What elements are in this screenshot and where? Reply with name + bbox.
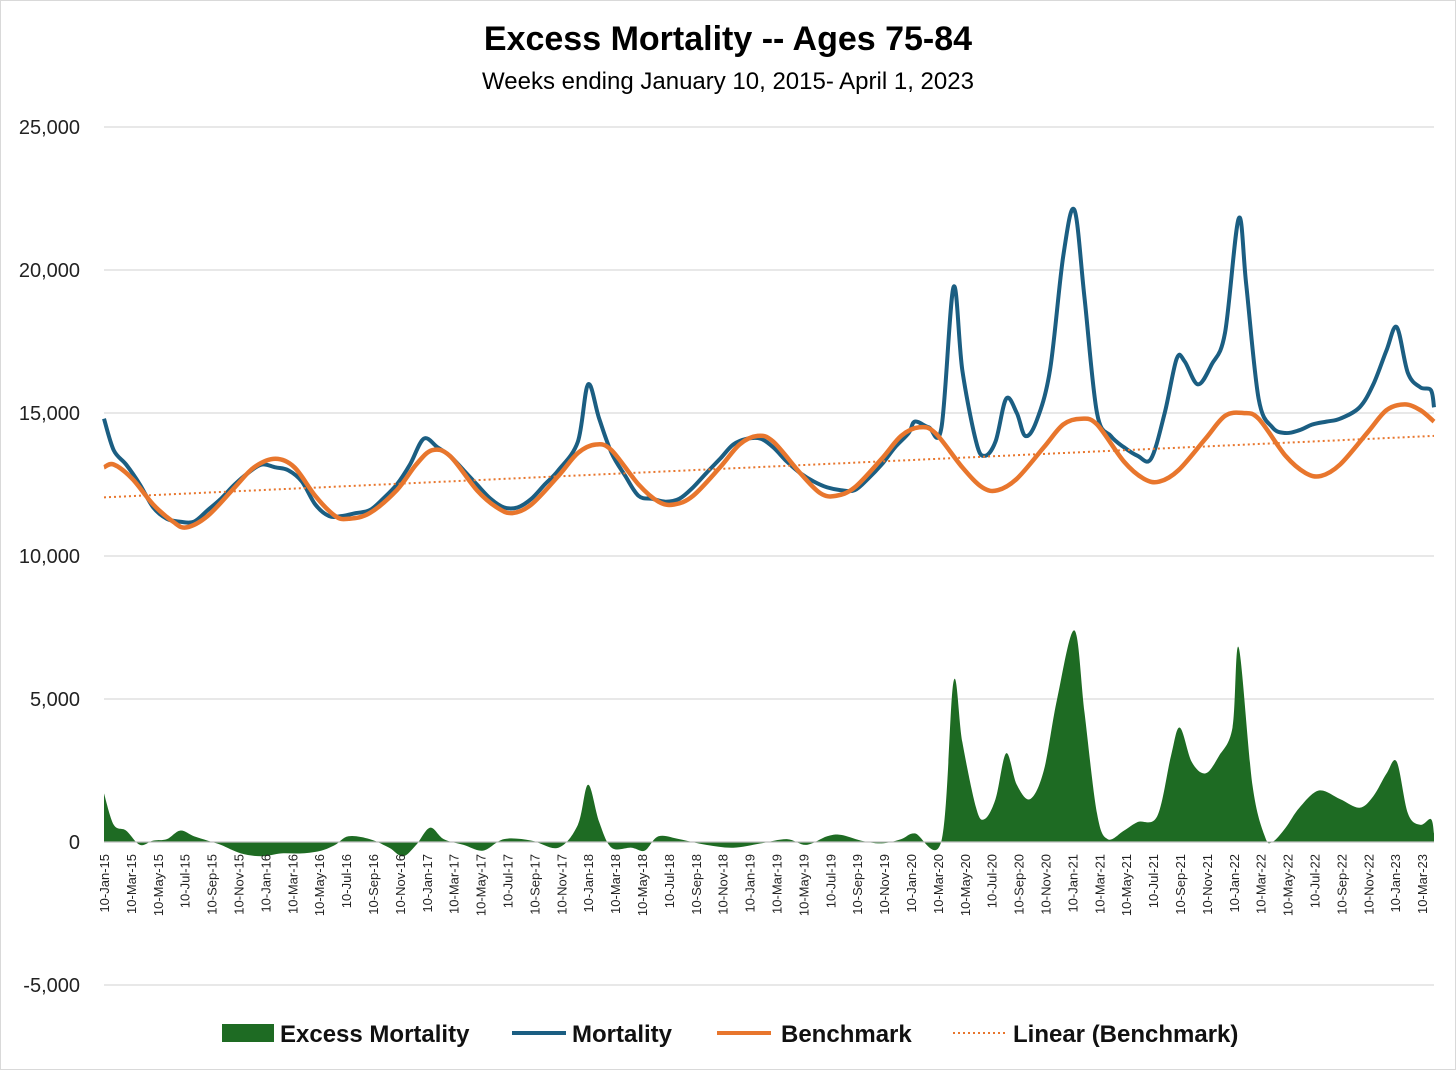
x-tick-label: 10-Nov-21 bbox=[1200, 854, 1215, 915]
x-tick-label: 10-Jan-19 bbox=[743, 854, 758, 913]
y-tick-label: 15,000 bbox=[19, 403, 80, 425]
x-tick-label: 10-May-15 bbox=[151, 854, 166, 916]
x-tick-label: 10-Nov-20 bbox=[1039, 854, 1054, 915]
x-tick-label: 10-Nov-17 bbox=[554, 854, 569, 915]
excess-mortality-area bbox=[104, 630, 1434, 857]
x-tick-label: 10-Mar-19 bbox=[770, 854, 785, 914]
x-tick-label: 10-Jan-23 bbox=[1388, 854, 1403, 913]
x-tick-label: 10-Sep-21 bbox=[1173, 854, 1188, 915]
x-tick-label: 10-Sep-15 bbox=[205, 854, 220, 915]
legend-label: Excess Mortality bbox=[280, 1021, 470, 1048]
series-lines bbox=[102, 206, 1436, 530]
chart-subtitle: Weeks ending January 10, 2015- April 1, … bbox=[482, 68, 974, 95]
x-tick-label: 10-Nov-18 bbox=[716, 854, 731, 915]
x-tick-label: 10-Mar-17 bbox=[447, 854, 462, 914]
x-tick-label: 10-Mar-22 bbox=[1254, 854, 1269, 914]
x-tick-label: 10-May-17 bbox=[474, 854, 489, 916]
legend-label: Mortality bbox=[572, 1021, 673, 1048]
legend: Excess Mortality Mortality Benchmark Linear… bbox=[222, 1021, 1238, 1048]
x-tick-label: 10-May-21 bbox=[1119, 854, 1134, 916]
x-tick-label: 10-Mar-21 bbox=[1092, 854, 1107, 914]
x-tick-label: 10-May-19 bbox=[796, 854, 811, 916]
x-tick-label: 10-Jul-19 bbox=[823, 854, 838, 908]
legend-swatch-excess-mortality bbox=[222, 1024, 274, 1042]
y-axis: 25,000 20,000 15,000 10,000 5,000 0 -5,000 bbox=[19, 117, 80, 997]
x-tick-label: 10-Nov-16 bbox=[393, 854, 408, 915]
series-line-benchmark bbox=[103, 402, 1436, 530]
x-tick-label: 10-Jan-18 bbox=[581, 854, 596, 913]
x-tick-label: 10-Sep-22 bbox=[1334, 854, 1349, 915]
gridlines bbox=[104, 126, 1434, 986]
series-line-linear-benchmark bbox=[103, 434, 1435, 499]
x-tick-label: 10-May-18 bbox=[635, 854, 650, 916]
x-tick-label: 10-Mar-16 bbox=[285, 854, 300, 914]
y-tick-label: 10,000 bbox=[19, 546, 80, 568]
x-tick-label: 10-Mar-15 bbox=[124, 854, 139, 914]
x-tick-label: 10-Jul-16 bbox=[339, 854, 354, 908]
x-tick-label: 10-Jan-20 bbox=[904, 854, 919, 913]
x-axis: 10-Jan-15 10-Mar-15 10-May-15 10-Jul-15 10-S… bbox=[97, 841, 1434, 916]
x-tick-label: 10-Nov-22 bbox=[1361, 854, 1376, 915]
x-tick-label: 10-Sep-20 bbox=[1012, 854, 1027, 915]
x-tick-label: 10-Jan-21 bbox=[1065, 854, 1080, 913]
x-tick-label: 10-May-22 bbox=[1281, 854, 1296, 916]
series-area-excess-mortality bbox=[104, 630, 1434, 857]
x-tick-label: 10-May-16 bbox=[312, 854, 327, 916]
x-tick-label: 10-Sep-18 bbox=[689, 854, 704, 915]
x-tick-label: 10-Mar-20 bbox=[931, 854, 946, 914]
x-tick-label: 10-Mar-23 bbox=[1415, 854, 1430, 914]
x-tick-label: 10-Jan-16 bbox=[258, 854, 273, 913]
x-tick-label: 10-Jul-17 bbox=[501, 854, 516, 908]
y-tick-label: -5,000 bbox=[23, 975, 80, 997]
x-tick-label: 10-Jan-15 bbox=[97, 854, 112, 913]
x-tick-label: 10-Jul-21 bbox=[1146, 854, 1161, 908]
x-tick-label: 10-Nov-19 bbox=[877, 854, 892, 915]
x-tick-label: 10-Nov-15 bbox=[232, 854, 247, 915]
x-tick-label: 10-Mar-18 bbox=[608, 854, 623, 914]
x-tick-label: 10-Jul-20 bbox=[985, 854, 1000, 908]
chart-title: Excess Mortality -- Ages 75-84 bbox=[483, 20, 973, 58]
x-tick-label: 10-Jan-17 bbox=[420, 854, 435, 913]
x-tick-label: 10-Jul-22 bbox=[1308, 854, 1323, 908]
y-tick-label: 5,000 bbox=[30, 689, 80, 711]
y-tick-label: 0 bbox=[69, 832, 80, 854]
x-tick-label: 10-May-20 bbox=[958, 854, 973, 916]
x-tick-label: 10-Jul-15 bbox=[178, 854, 193, 908]
x-tick-label: 10-Sep-19 bbox=[850, 854, 865, 915]
y-tick-label: 25,000 bbox=[19, 117, 80, 139]
y-tick-label: 20,000 bbox=[19, 260, 80, 282]
legend-label: Linear (Benchmark) bbox=[1013, 1021, 1238, 1048]
x-tick-label: 10-Jul-18 bbox=[662, 854, 677, 908]
x-tick-label: 10-Jan-22 bbox=[1227, 854, 1242, 913]
legend-label: Benchmark bbox=[781, 1021, 912, 1048]
x-tick-label: 10-Sep-17 bbox=[527, 854, 542, 915]
x-tick-label: 10-Sep-16 bbox=[366, 854, 381, 915]
